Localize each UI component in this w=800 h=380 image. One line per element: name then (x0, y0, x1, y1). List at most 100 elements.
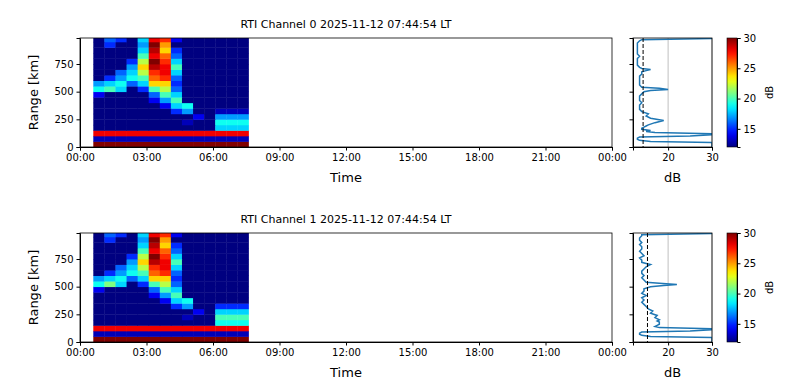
cell (138, 108, 149, 114)
cell (193, 81, 204, 87)
cell (171, 276, 182, 282)
cell (193, 108, 204, 114)
cell (182, 103, 193, 109)
noise-level (647, 233, 648, 342)
y-axis: 0250500750 (54, 39, 80, 153)
tick: 21:00 (532, 147, 561, 163)
cell (182, 298, 193, 304)
cell (204, 281, 215, 287)
cell (237, 92, 248, 98)
cell (115, 242, 126, 248)
cell (160, 42, 171, 48)
cell (204, 259, 215, 265)
cell (160, 47, 171, 53)
cell (237, 248, 248, 254)
cell (193, 259, 204, 265)
cell (193, 42, 204, 48)
tick: 09:00 (266, 147, 295, 163)
cell (193, 86, 204, 92)
tick-label: 25 (744, 63, 757, 74)
cell (160, 64, 171, 70)
cell (115, 58, 126, 64)
cell (104, 331, 115, 337)
grid-line (668, 233, 669, 342)
tick: 15:00 (399, 342, 428, 358)
cell (215, 103, 226, 109)
cell (182, 119, 193, 125)
tick-label: 03:00 (133, 152, 162, 163)
cell (193, 47, 204, 53)
cell (149, 58, 160, 64)
cell (149, 125, 160, 131)
tick-mark (77, 342, 81, 343)
title: RTI Channel 0 2025-11-12 07:44:54 LT (240, 18, 451, 31)
cell (127, 108, 138, 114)
cell (215, 270, 226, 276)
cell (104, 314, 115, 320)
cell (237, 314, 248, 320)
cell (93, 97, 104, 103)
cell (160, 53, 171, 59)
cell (237, 242, 248, 248)
cell (127, 58, 138, 64)
cell (215, 136, 226, 142)
tick: 15 (737, 319, 756, 330)
profile (640, 233, 712, 342)
cell (226, 125, 237, 131)
cell (104, 38, 115, 42)
cell (115, 108, 126, 114)
cell (104, 248, 115, 254)
cell (171, 325, 182, 331)
axis-line (738, 234, 741, 343)
tick-mark (668, 147, 669, 151)
tick-label: 18:00 (465, 347, 494, 358)
tick-label: 00:00 (66, 152, 95, 163)
axis-line (738, 39, 741, 148)
cell (149, 136, 160, 142)
tick-mark (346, 342, 347, 346)
cell (171, 75, 182, 81)
tick-label: 20 (744, 93, 757, 104)
cell (127, 292, 138, 298)
cell (215, 253, 226, 259)
cell (93, 320, 104, 326)
cell (215, 125, 226, 131)
cell (193, 314, 204, 320)
tick-mark (612, 147, 613, 151)
tick: 06:00 (199, 342, 228, 358)
cell (204, 276, 215, 282)
colorbar (727, 233, 737, 342)
cell (182, 309, 193, 315)
tick-mark (630, 119, 634, 120)
cell (149, 253, 160, 259)
cell (182, 75, 193, 81)
cell (160, 58, 171, 64)
cell (193, 276, 204, 282)
tick: 25 (737, 258, 756, 269)
cell (171, 259, 182, 265)
cell (138, 42, 149, 48)
cell (237, 281, 248, 287)
tick: 20 (737, 93, 756, 104)
cell (104, 276, 115, 282)
tick-mark (147, 147, 148, 151)
cell (138, 287, 149, 293)
tick-mark (77, 259, 81, 260)
cell (127, 42, 138, 48)
cell (226, 130, 237, 136)
cell (115, 309, 126, 315)
heatmap (93, 38, 249, 147)
cell (93, 130, 104, 136)
cell (237, 325, 248, 331)
tick: 03:00 (133, 342, 162, 358)
cell (182, 336, 193, 342)
cell (226, 64, 237, 70)
tick (630, 147, 634, 148)
cell (226, 248, 237, 254)
tick (630, 64, 634, 65)
tick-label: 00:00 (598, 152, 627, 163)
colorbar-axis: 15202530 (737, 228, 756, 343)
cell (193, 331, 204, 337)
tick-mark (668, 342, 669, 346)
cell (138, 325, 149, 331)
